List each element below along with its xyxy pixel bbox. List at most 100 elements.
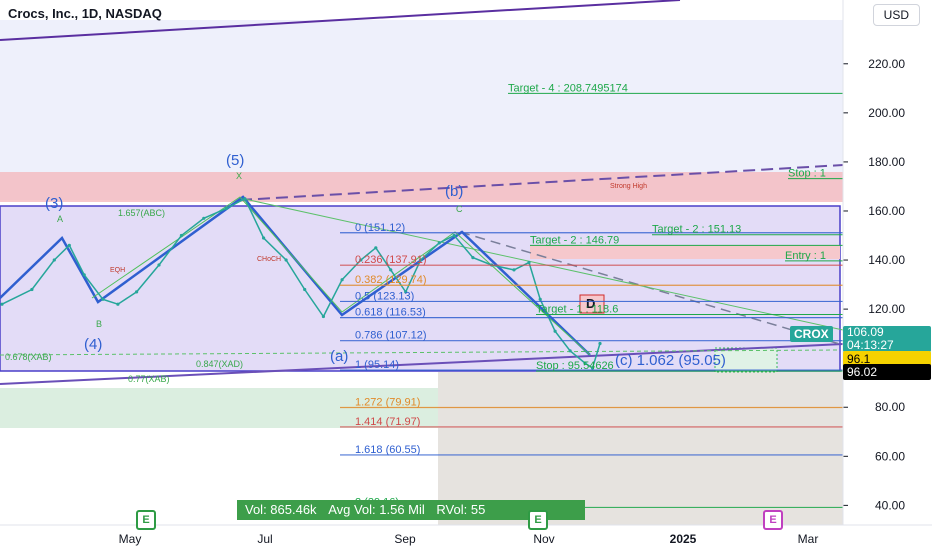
fib-level-label: 0.618 (116.53) <box>355 307 426 319</box>
x-tick-label: Jul <box>257 532 272 546</box>
price-point <box>52 258 56 262</box>
symbol-tag: CROX <box>790 326 833 342</box>
eqh-label: EQH <box>110 267 125 274</box>
upper-channel-line <box>0 0 681 41</box>
x-tick-label: 2025 <box>670 532 697 546</box>
y-tick-label: 80.00 <box>875 400 905 414</box>
price-point <box>321 314 325 319</box>
currency-button[interactable]: USD <box>872 4 920 26</box>
price-point <box>590 366 595 370</box>
y-tick-label: 160.00 <box>868 204 905 218</box>
y-tick-label: 180.00 <box>868 155 905 169</box>
earnings-event-icon[interactable]: E <box>763 510 783 530</box>
target-box <box>714 347 778 373</box>
wave-4-label: (4) <box>84 336 102 353</box>
y-tick-label: 220.00 <box>868 57 905 71</box>
x-tick-label: Sep <box>394 532 416 546</box>
bar-countdown: 04:13:27 <box>847 338 894 352</box>
price-point <box>179 233 183 238</box>
fib-level-label: 1 (95.14) <box>355 359 399 371</box>
point-a-label: A <box>57 214 63 224</box>
target-level-label: Target - 4 : 208.7495174 <box>508 82 628 94</box>
price-point <box>202 216 206 220</box>
price-point <box>553 329 557 333</box>
price-point <box>598 341 602 346</box>
x-tick-label: Mar <box>798 532 819 546</box>
y-tick-label: 140.00 <box>868 253 905 267</box>
point-x-label: X <box>236 171 242 181</box>
y-tick-label: 120.00 <box>868 302 905 316</box>
price-point <box>527 260 531 265</box>
y-tick-label: 60.00 <box>875 449 905 463</box>
price-point <box>30 287 34 292</box>
wave-b-label: (b) <box>445 183 463 200</box>
price-point <box>284 258 288 262</box>
green-fan-2 <box>0 349 841 356</box>
target-level-label: Stop : 95.54626 <box>536 360 614 372</box>
xab-ratio-label-2: 0.77(XAB) <box>128 374 170 384</box>
target-level-label: Target - 1 : 118.6 <box>536 304 618 316</box>
level-yellow-tag: 96.1 <box>843 351 931 367</box>
price-point <box>101 297 105 301</box>
chart-title: Crocs, Inc., 1D, NASDAQ <box>8 6 162 21</box>
x-tick-label: May <box>119 532 142 546</box>
price-point <box>340 278 344 282</box>
price-series <box>0 197 602 370</box>
price-point <box>262 236 266 240</box>
xab-ratio-label: 0.678(XAB) <box>5 352 52 362</box>
fib-level-label: 0 (151.12) <box>355 222 405 234</box>
strong-high-zone <box>0 172 843 202</box>
target-level-label: Stop : 1 <box>788 168 826 180</box>
wave-3-label: (3) <box>45 195 63 212</box>
y-tick-label: 200.00 <box>868 106 905 120</box>
fib-level-label: 0.5 (123.13) <box>355 290 414 302</box>
strong-high-label: Strong High <box>610 183 647 190</box>
lower-grey-zone <box>438 372 843 525</box>
price-point <box>82 273 86 277</box>
last-price-tag: 106.09 04:13:27 <box>843 326 931 352</box>
wave-5-label: (5) <box>226 152 244 169</box>
price-point <box>303 287 307 292</box>
earnings-event-icon[interactable]: E <box>136 510 156 530</box>
avg-volume-value: Avg Vol: 1.56 Mil <box>328 502 425 517</box>
dashed-resistance <box>239 164 844 201</box>
price-point <box>389 268 393 272</box>
volume-legend: Vol: 865.46k Avg Vol: 1.56 Mil RVol: 55 <box>237 500 585 520</box>
wave-c-label: (c) 1.062 (95.05) <box>615 352 726 369</box>
point-c-label: C <box>456 204 463 214</box>
target-level-label: Entry : 1 <box>785 250 826 262</box>
price-point <box>452 233 456 238</box>
price-point <box>568 349 572 353</box>
d-box <box>579 294 605 314</box>
abc-ratio-label: 1.657(ABC) <box>118 208 165 218</box>
volume-value: Vol: 865.46k <box>245 502 317 517</box>
earnings-event-icon[interactable]: E <box>528 510 548 530</box>
last-price-value: 106.09 <box>847 325 884 339</box>
fib-level-label: 1.272 (79.91) <box>355 396 420 408</box>
price-point <box>404 290 408 294</box>
target-levels: Target - 4 : 208.7495174 Target - 2 : 151… <box>508 82 843 372</box>
price-point <box>512 268 516 272</box>
target-level-label: Target - 2 : 146.79 <box>530 234 619 246</box>
price-point <box>67 243 71 247</box>
fib-level-label: 1.414 (71.97) <box>355 416 420 428</box>
price-point <box>583 361 587 365</box>
price-point <box>359 258 363 262</box>
price-point <box>374 246 378 250</box>
red-entry-zone <box>530 245 840 259</box>
price-point <box>0 302 4 306</box>
choch-label: CHoCH <box>257 256 281 263</box>
x-tick-label: Nov <box>533 532 554 546</box>
point-b-label: B <box>96 319 102 329</box>
price-point <box>437 241 441 245</box>
price-point <box>224 206 228 211</box>
wave-a-label: (a) <box>330 348 348 365</box>
green-fan-1 <box>239 197 844 331</box>
fib-level-label: 1.618 (60.55) <box>355 444 420 456</box>
blue-zone-upper <box>0 20 843 200</box>
price-point <box>419 258 423 262</box>
elliott-wave-path <box>0 195 591 356</box>
price-point <box>157 263 161 267</box>
price-point <box>471 256 475 260</box>
